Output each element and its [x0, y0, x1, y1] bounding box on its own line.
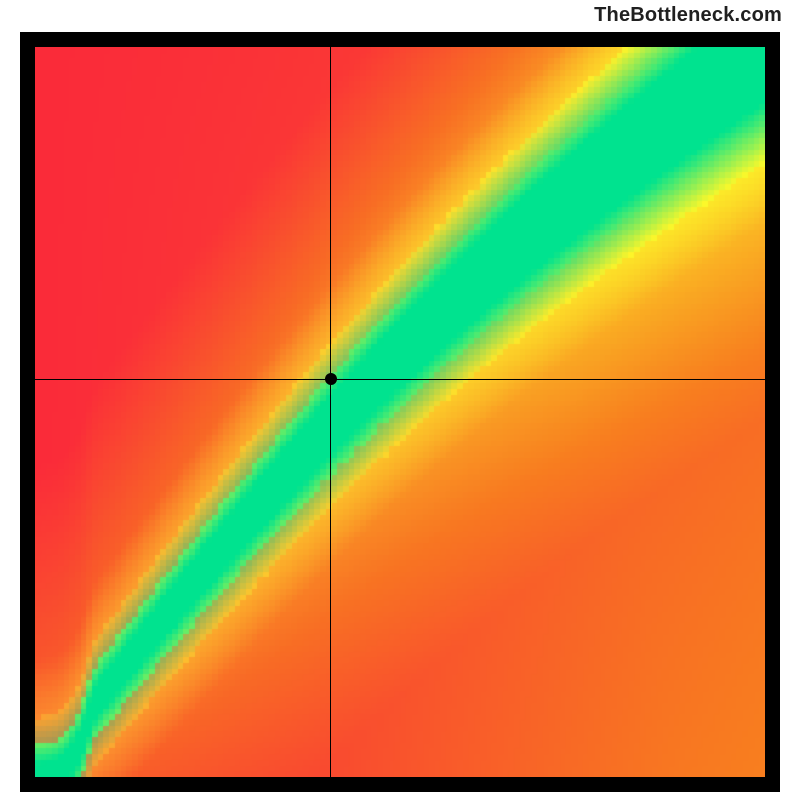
plot-area [35, 47, 765, 777]
data-point-marker [325, 373, 337, 385]
heatmap-canvas [35, 47, 765, 777]
crosshair-horizontal [35, 379, 765, 380]
attribution-label: TheBottleneck.com [594, 4, 782, 27]
chart-container: TheBottleneck.com [0, 0, 800, 800]
crosshair-vertical [330, 47, 331, 777]
